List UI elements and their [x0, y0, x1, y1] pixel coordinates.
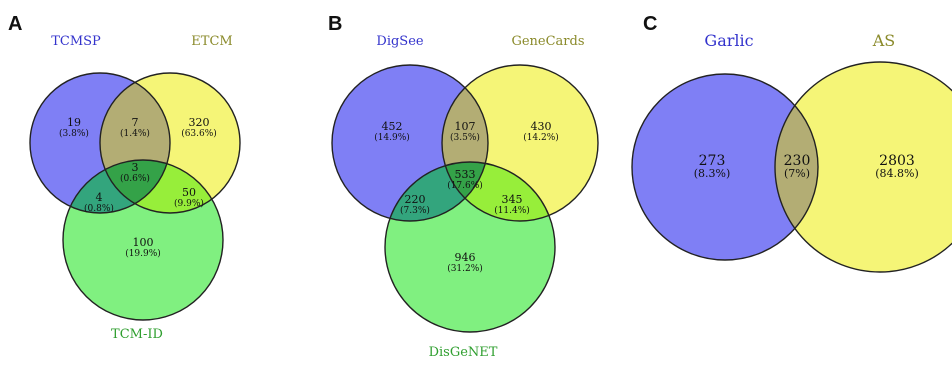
- region-count-garlic-as: 230: [784, 153, 811, 169]
- region-pct-tcmsp-tcm-id: (0.8%): [84, 203, 114, 214]
- region-pct-only-tcm-id: (19.9%): [125, 248, 161, 259]
- set-label-etcm: ETCM: [191, 34, 232, 49]
- venn-b-regions: [332, 65, 598, 332]
- set-label-garlic: Garlic: [704, 31, 753, 50]
- panel-c: C Garlic AS 273 (8.3%) 230 (7%) 2803 (84…: [631, 13, 952, 273]
- region-pct-only-tcmsp: (3.8%): [59, 128, 89, 139]
- region-count-only-tcmsp: 19: [67, 116, 81, 129]
- region-count-only-etcm: 320: [189, 116, 210, 129]
- set-label-digsee: DigSee: [376, 34, 424, 49]
- region-count-digsee-genecards: 107: [455, 120, 476, 133]
- region-count-digsee-disgenet: 220: [405, 193, 426, 206]
- region-pct-only-garlic: (8.3%): [694, 167, 731, 180]
- venn-a-outlines: [29, 72, 241, 321]
- region-pct-only-disgenet: (31.2%): [447, 263, 483, 274]
- region-pct-only-as: (84.8%): [875, 167, 919, 180]
- region-pct-all-three: (0.6%): [120, 173, 150, 184]
- venn-a-regions: [30, 73, 240, 320]
- overlap-region-1-3: [63, 160, 170, 213]
- region-pct-digsee-disgenet: (7.3%): [400, 205, 430, 216]
- set-circle-garlic: [632, 74, 818, 260]
- region-count-only-disgenet: 946: [455, 251, 476, 264]
- region-count-tcmsp-etcm: 7: [132, 116, 139, 129]
- set-label-tcm-id: TCM-ID: [111, 327, 163, 342]
- region-pct-tcmsp-etcm: (1.4%): [120, 128, 150, 139]
- region-pct-etcm-tcm-id: (9.9%): [174, 198, 204, 209]
- region-count-etcm-tcm-id: 50: [182, 186, 196, 199]
- region-pct-only-genecards: (14.2%): [523, 132, 559, 143]
- region-count-all-three: 3: [132, 161, 139, 174]
- region-count-only-digsee: 452: [382, 120, 403, 133]
- region-count-all-three: 533: [455, 168, 476, 181]
- panel-letter-c: C: [643, 13, 657, 35]
- panel-letter-b: B: [328, 13, 342, 35]
- region-pct-garlic-as: (7%): [784, 167, 810, 180]
- panel-letter-a: A: [8, 13, 22, 35]
- panel-a: A TCMSP ETCM TCM-ID 19 (3.8%) 7: [8, 13, 241, 342]
- region-count-genecards-disgenet: 345: [502, 193, 523, 206]
- venn-c-regions: [632, 62, 952, 272]
- region-pct-genecards-disgenet: (11.4%): [494, 205, 530, 216]
- set-label-genecards: GeneCards: [511, 34, 584, 49]
- overlap-region-2-3: [442, 162, 555, 221]
- region-count-only-genecards: 430: [531, 120, 552, 133]
- set-circle-as: [775, 62, 952, 272]
- region-count-only-garlic: 273: [699, 153, 726, 169]
- venn-b-outlines: [331, 64, 599, 333]
- region-pct-digsee-genecards: (3.5%): [450, 132, 480, 143]
- panel-b: B DigSee GeneCards DisGeNET 452 (14.: [328, 13, 599, 360]
- set-label-as: AS: [872, 31, 896, 50]
- venn-c-outlines: [631, 61, 952, 273]
- region-count-only-tcm-id: 100: [133, 236, 154, 249]
- region-pct-only-digsee: (14.9%): [374, 132, 410, 143]
- region-pct-only-etcm: (63.6%): [181, 128, 217, 139]
- overlap-region-1-3: [385, 162, 488, 221]
- region-count-tcmsp-tcm-id: 4: [96, 191, 103, 204]
- region-count-only-as: 2803: [879, 153, 915, 169]
- region-pct-all-three: (17.6%): [447, 180, 483, 191]
- set-label-tcmsp: TCMSP: [51, 34, 101, 49]
- set-label-disgenet: DisGeNET: [429, 345, 498, 360]
